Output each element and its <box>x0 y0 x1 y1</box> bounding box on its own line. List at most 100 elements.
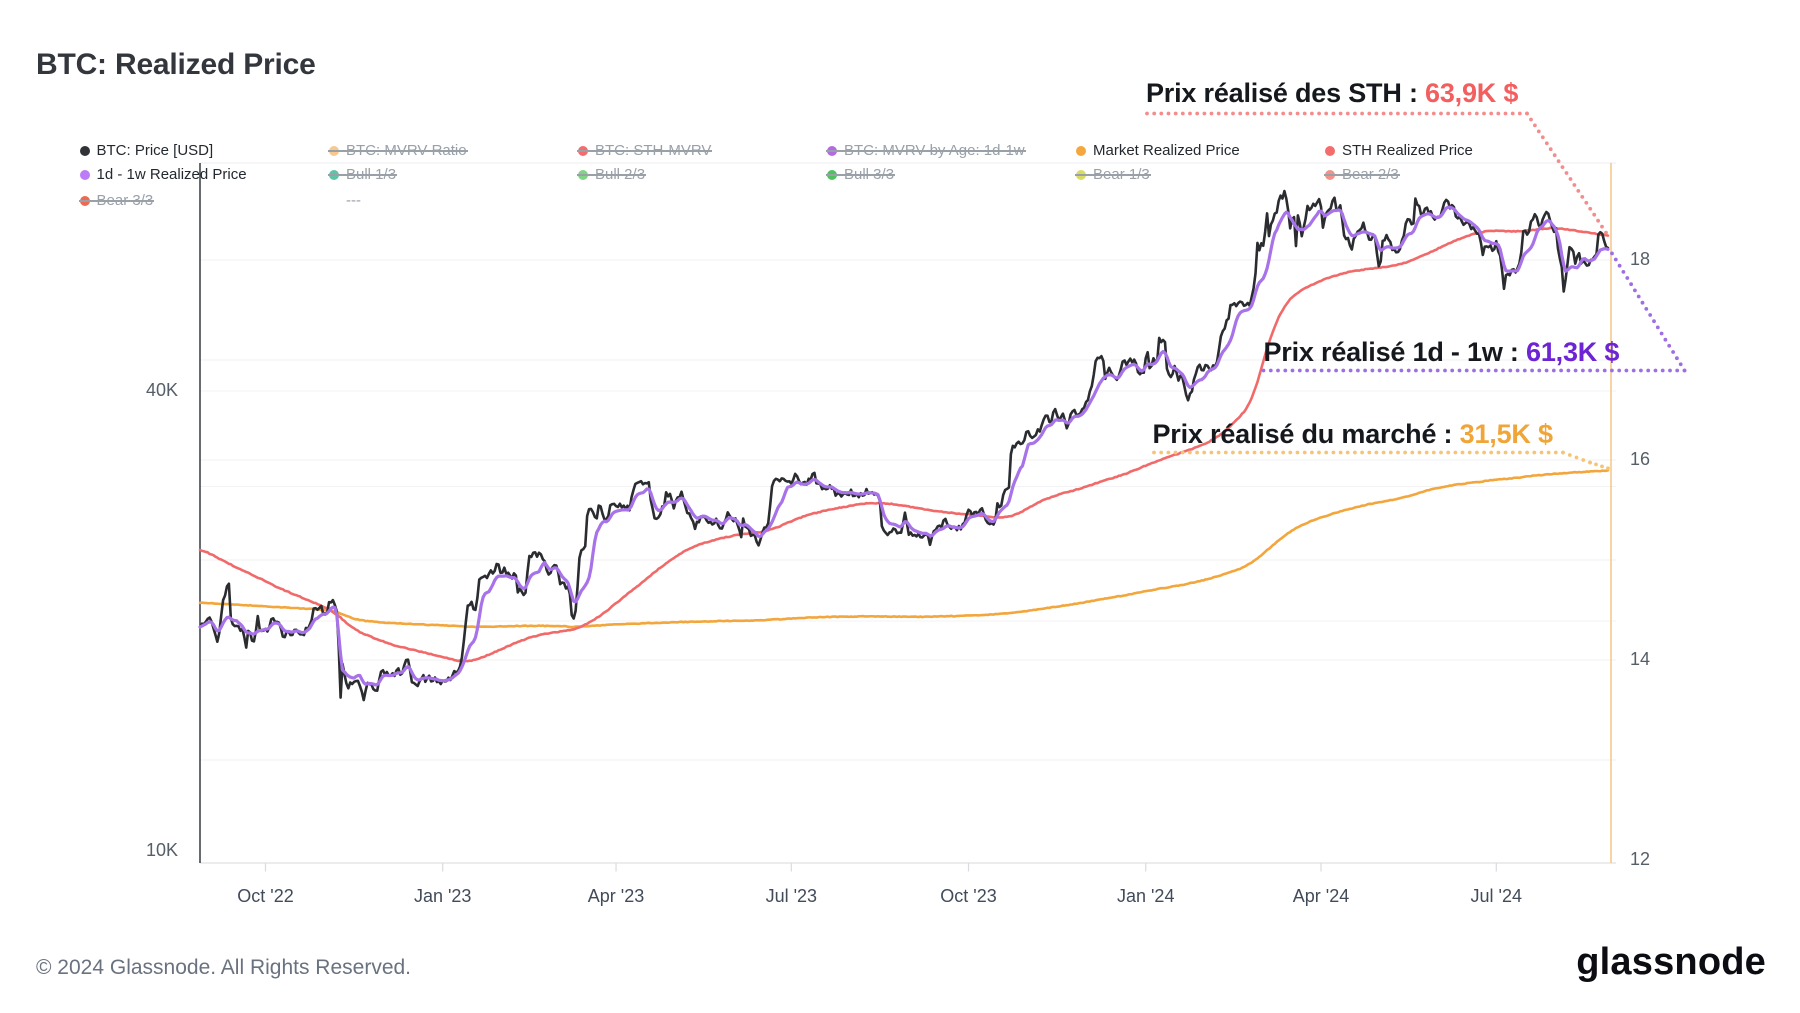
leader-dot <box>1223 450 1228 455</box>
legend-label: 1d - 1w Realized Price <box>96 166 247 183</box>
legend-label: Bear 3/3 <box>96 192 154 209</box>
leader-dot <box>1648 313 1653 317</box>
legend-item-btc-mvrv-ratio[interactable]: BTC: MVRV Ratio <box>328 141 468 161</box>
legend-label: --- <box>346 192 361 209</box>
leader-dot <box>1544 141 1549 146</box>
leader-dot <box>1367 450 1372 455</box>
leader-dot <box>1474 111 1479 116</box>
leader-dot <box>1567 453 1572 457</box>
leader-dot <box>1553 450 1558 455</box>
leader-dot <box>1231 111 1235 116</box>
leader-dot <box>1374 450 1379 455</box>
legend-item-bear-3-3[interactable]: Bear 3/3 <box>78 191 154 211</box>
leader-dot <box>1639 368 1643 373</box>
legend-dot <box>827 169 837 180</box>
legend-item-bear-1-3[interactable]: Bear 1/3 <box>1075 165 1151 185</box>
leader-dot <box>1295 111 1300 116</box>
legend-dot <box>1076 145 1086 156</box>
leader-dot <box>1536 129 1541 134</box>
glassnode-logo: glassnode <box>1576 941 1766 983</box>
legend-item-btc-price-usd-[interactable]: BTC: Price [USD] <box>79 141 213 161</box>
leader-dot <box>1668 368 1672 373</box>
leader-dot <box>1532 450 1537 455</box>
leader-dot <box>1338 111 1343 116</box>
legend-item-1d-1w-realized-price[interactable]: 1d - 1w Realized Price <box>79 165 247 185</box>
legend-label: BTC: STH-MVRV <box>595 142 712 159</box>
leader-dot <box>1209 450 1214 455</box>
annotation-d1w: Prix réalisé 1d - 1w : 61,3K $ <box>1264 337 1620 368</box>
leader-dot <box>1576 189 1581 193</box>
leader-dot <box>1274 111 1278 116</box>
leader-dot <box>1326 368 1331 373</box>
leader-dot <box>1302 450 1307 455</box>
leader-dot <box>1406 368 1411 373</box>
legend-item-bear-2-3[interactable]: Bear 2/3 <box>1324 165 1400 185</box>
leader-dot <box>1374 111 1379 116</box>
leader-dot <box>1482 111 1486 116</box>
leader-dot <box>1290 368 1295 373</box>
leader-dot <box>1317 450 1321 455</box>
legend-item-market-realized-price[interactable]: Market Realized Price <box>1076 141 1240 161</box>
leader-dot <box>1464 368 1469 373</box>
leader-dot <box>1338 450 1343 455</box>
legend-dot <box>79 145 90 156</box>
leader-dot <box>1377 368 1382 373</box>
leader-dot <box>1370 368 1375 373</box>
legend-item-btc-sth-mvrv[interactable]: BTC: STH-MVRV <box>576 141 713 161</box>
leader-dot <box>1268 368 1273 373</box>
leader-dot <box>1439 111 1443 116</box>
legend-item--[interactable]: --- <box>346 191 361 211</box>
annotation-label: Prix réalisé du marché : <box>1152 419 1460 449</box>
legend-item-btc-mvrv-by-age-1d-1w[interactable]: BTC: MVRV by Age: 1d-1w <box>826 141 1026 161</box>
leader-dot <box>1435 368 1440 373</box>
leader-dot <box>1180 111 1185 116</box>
leader-dot <box>1660 368 1665 373</box>
leader-dot <box>1588 460 1592 465</box>
leader-dot <box>1417 111 1422 116</box>
leader-dot <box>1568 177 1573 181</box>
leader-dot <box>1403 450 1407 455</box>
leader-dot <box>1594 462 1598 467</box>
leader-dot <box>1525 111 1529 116</box>
leader-dot <box>1312 368 1317 373</box>
x-axis-label-Jan '24: Jan '24 <box>1116 886 1175 906</box>
legend-dot <box>578 145 588 156</box>
leader-dot <box>1503 450 1508 455</box>
leader-dot <box>1561 450 1565 455</box>
legend-item-bull-2-3[interactable]: Bull 2/3 <box>576 165 647 185</box>
leader-dot <box>1324 450 1329 455</box>
leader-dot <box>1202 450 1207 455</box>
legend-label: BTC: MVRV Ratio <box>346 142 467 159</box>
leader-dot <box>1678 362 1683 367</box>
series-sth-realized-price <box>198 226 1610 663</box>
leader-dot <box>1610 251 1614 256</box>
y-left-label-40K: 40K <box>145 380 178 401</box>
leader-dot <box>1671 350 1675 354</box>
leader-dot <box>1493 368 1498 373</box>
leader-dot <box>1245 111 1250 116</box>
legend-item-sth-realized-price[interactable]: STH Realized Price <box>1325 141 1473 161</box>
legend-item-bull-1-3[interactable]: Bull 1/3 <box>327 165 398 185</box>
legend-item-bull-3-3[interactable]: Bull 3/3 <box>825 165 896 185</box>
leader-dot <box>1636 294 1641 299</box>
leader-dot <box>1540 135 1545 140</box>
leader-dot <box>1533 123 1537 128</box>
leader-dot <box>1595 368 1600 373</box>
leader-dot <box>1546 450 1551 455</box>
legend-dot <box>1076 169 1086 180</box>
leader-dot <box>1259 450 1264 455</box>
legend-dot <box>79 195 90 206</box>
leader-dot <box>1600 224 1604 229</box>
leader-diag1-mrp <box>1561 450 1592 465</box>
x-axis-label-Apr '23: Apr '23 <box>587 886 645 906</box>
leader-dot <box>1188 111 1192 116</box>
legend-dot <box>329 169 339 180</box>
leader-dot <box>1564 171 1569 175</box>
leader-dot <box>1345 450 1350 455</box>
leader-dot <box>1446 111 1450 116</box>
leader-dot <box>1392 368 1397 373</box>
leader-dot <box>1399 368 1404 373</box>
leader-dot <box>1606 466 1610 471</box>
leader-dot <box>1450 368 1455 373</box>
leader-h-sth <box>1145 111 1529 116</box>
